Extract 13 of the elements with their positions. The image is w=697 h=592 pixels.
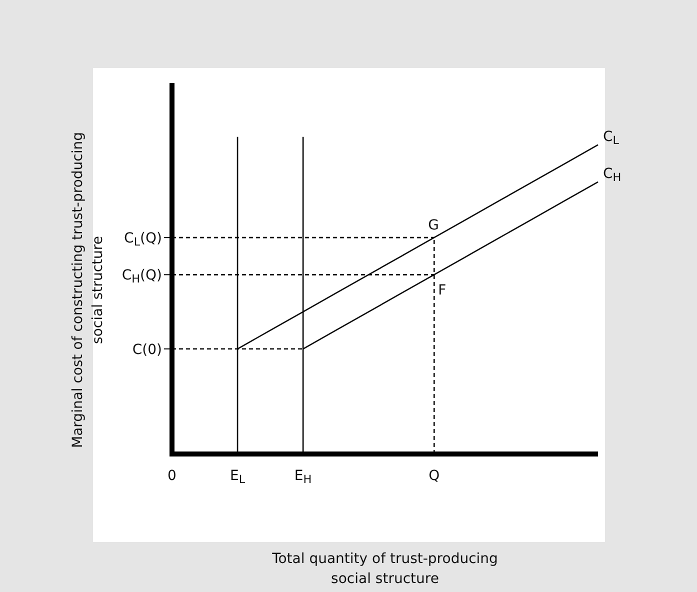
- annotation: G: [428, 218, 440, 234]
- annotation: F: [438, 282, 446, 299]
- x-tick-label: E$_{H}$: [294, 468, 312, 486]
- x-axis-title: Total quantity of trust-producing social structure: [271, 551, 498, 587]
- series-label: C$_{L}$: [603, 128, 620, 148]
- series-label: C$_{H}$: [603, 166, 622, 184]
- x-tick-label: E$_{L}$: [230, 468, 246, 486]
- text: C$_{L}$(Q): [124, 230, 162, 249]
- text: C$_{H}$(Q): [122, 268, 162, 286]
- y-axis-title: Marginal cost of constructing trust-producing social structure: [70, 132, 106, 448]
- x-tick-label: Q: [428, 468, 440, 484]
- text: C(0): [132, 342, 162, 358]
- x-tick-label: 0: [168, 468, 176, 484]
